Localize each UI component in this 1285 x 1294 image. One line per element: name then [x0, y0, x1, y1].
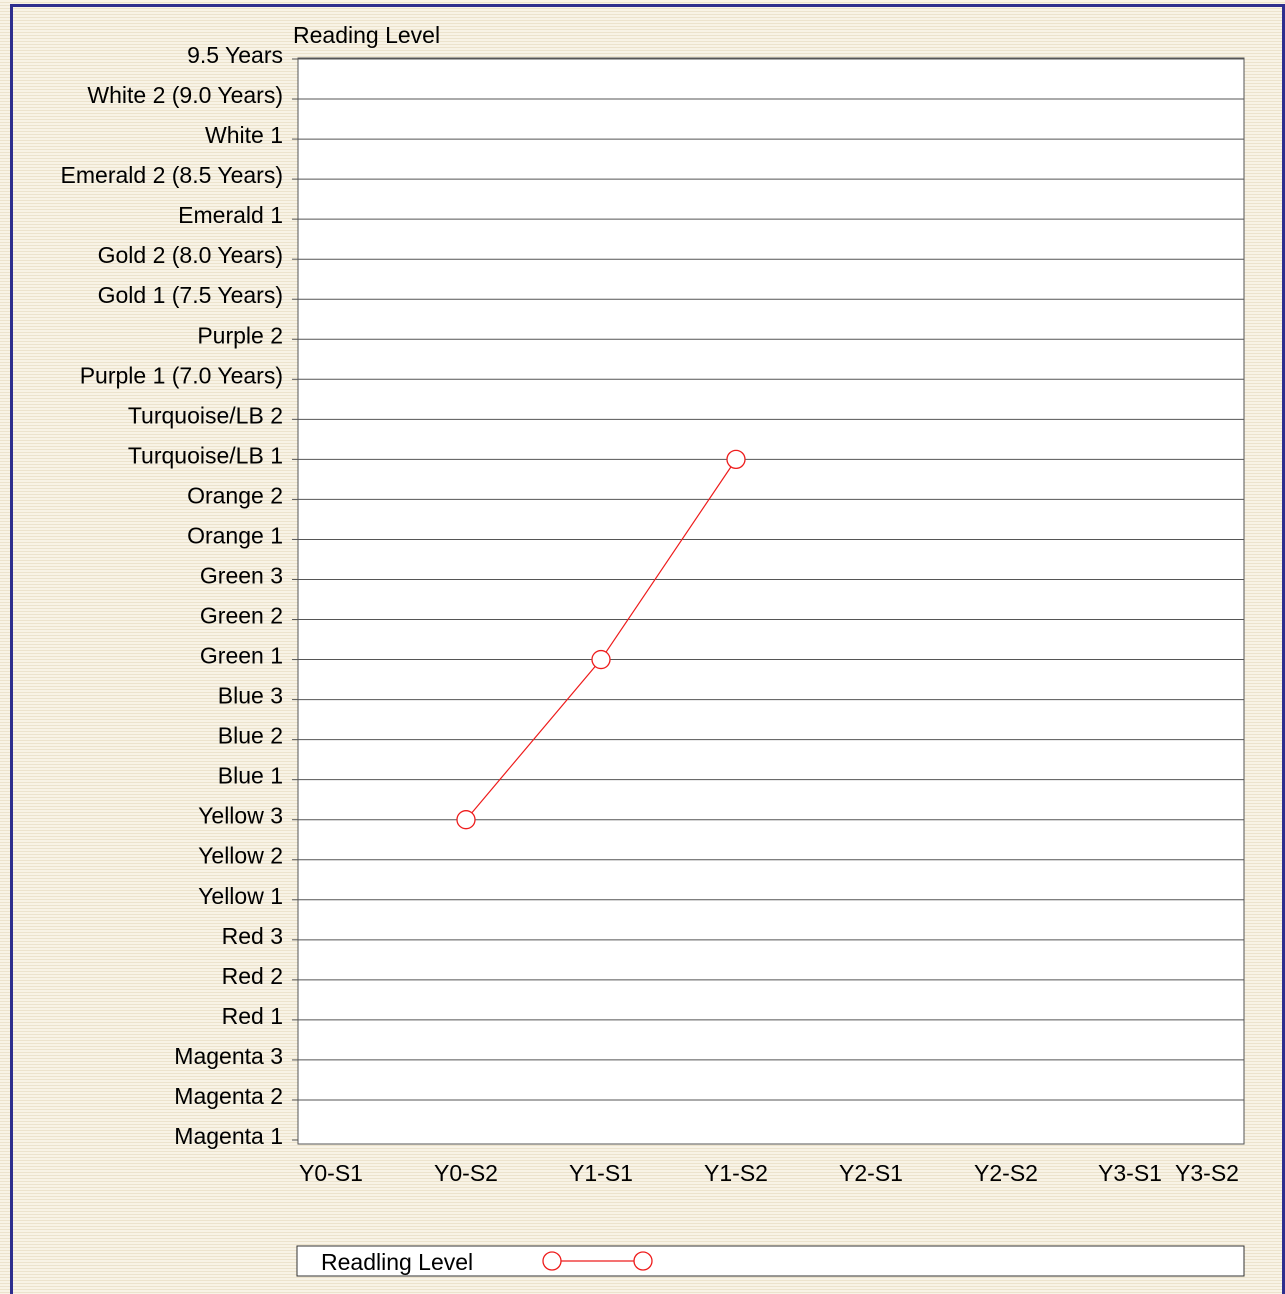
y-tick-label: Magenta 1: [174, 1123, 283, 1149]
legend-box: [296, 1245, 1245, 1277]
y-tick-label: Yellow 1: [198, 883, 283, 909]
y-tick-label: Magenta 3: [174, 1043, 283, 1069]
y-tick-label: Turquoise/LB 1: [128, 442, 283, 468]
data-point: [591, 649, 611, 670]
data-point: [726, 449, 746, 470]
y-tick-label: Purple 1 (7.0 Years): [80, 362, 283, 388]
x-tick-label: Y3-S1: [1098, 1160, 1162, 1186]
y-tick-label: Orange 2: [187, 482, 283, 508]
y-tick-label: White 2 (9.0 Years): [87, 82, 283, 108]
y-tick-label: White 1: [205, 122, 283, 148]
data-point: [456, 810, 476, 830]
legend: Readling Level: [296, 1245, 1245, 1277]
y-tick-label: Turquoise/LB 2: [128, 402, 283, 428]
y-tick-label: 9.5 Years: [187, 42, 283, 68]
series-layer: [456, 449, 746, 830]
x-tick-label: Y3-S2: [1175, 1160, 1239, 1186]
y-tick-label: Blue 1: [218, 763, 283, 789]
y-axis-tick-labels: Magenta 1 Magenta 2 Magenta 3 Red 1 Red 2 Red…: [61, 42, 298, 1149]
y-tick-label: Green 3: [200, 562, 283, 588]
legend-point: [542, 1251, 562, 1271]
y-tick-label: Red 1: [222, 1003, 283, 1029]
y-tick-label: Magenta 2: [174, 1083, 283, 1109]
y-tick-label: Blue 2: [218, 723, 283, 749]
y-tick-label: Emerald 1: [178, 202, 283, 228]
x-axis-tick-labels: Y0-S1 Y0-S2 Y1-S1 Y1-S2 Y2-S1 Y2-S2 Y3-S1 Y3-S2: [299, 1160, 1239, 1186]
y-tick-label: Green 2: [200, 603, 283, 629]
plot-area: [297, 57, 1245, 1145]
y-tick-label: Orange 1: [187, 522, 283, 548]
y-tick-label: Red 3: [222, 923, 283, 949]
y-tick-label: Green 1: [200, 643, 283, 669]
chart-title: Reading Level: [293, 22, 440, 48]
x-tick-label: Y0-S1: [299, 1160, 363, 1186]
y-tick-label: Emerald 2 (8.5 Years): [61, 162, 283, 188]
y-tick-label: Red 2: [222, 963, 283, 989]
x-tick-label: Y2-S1: [839, 1160, 903, 1186]
x-tick-label: Y1-S1: [569, 1160, 633, 1186]
y-tick-label: Blue 3: [218, 683, 283, 709]
x-tick-label: Y2-S2: [974, 1160, 1038, 1186]
y-tick-label: Gold 2 (8.0 Years): [98, 242, 283, 268]
x-tick-label: Y0-S2: [434, 1160, 498, 1186]
y-tick-label: Yellow 3: [198, 803, 283, 829]
y-tick-label: Yellow 2: [198, 843, 283, 869]
x-tick-label: Y1-S2: [704, 1160, 768, 1186]
y-tick-label: Gold 1 (7.5 Years): [98, 282, 283, 308]
plot-background: [297, 57, 1245, 1145]
legend-series-marker: [542, 1251, 653, 1271]
page-frame: [10, 4, 1285, 1294]
legend-series-label: Readling Level: [321, 1249, 473, 1275]
gridlines: [298, 58, 1244, 1101]
legend-point: [633, 1251, 653, 1271]
y-tick-label: Purple 2: [197, 322, 283, 348]
